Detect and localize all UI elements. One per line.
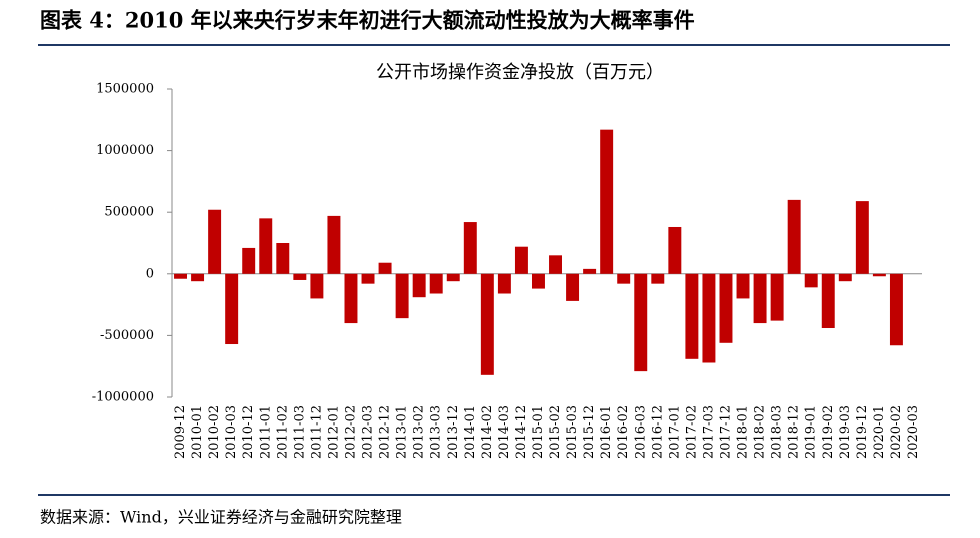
x-tick-label: 2009-12 xyxy=(173,405,188,459)
bar xyxy=(583,268,597,274)
x-tick-label: 2018-03 xyxy=(770,405,785,459)
x-tick-label: 2011-02 xyxy=(275,405,290,459)
bar xyxy=(293,273,307,280)
y-tick-label: -500000 xyxy=(100,328,154,343)
bar xyxy=(753,273,767,324)
x-tick-label: 2012-02 xyxy=(343,405,358,459)
bar xyxy=(889,273,903,346)
x-tick-label: 2010-02 xyxy=(207,405,222,459)
x-tick-label: 2014-12 xyxy=(514,405,529,459)
x-tick-label: 2010-03 xyxy=(224,405,239,459)
source-note: 数据来源：Wind，兴业证券经济与金融研究院整理 xyxy=(40,508,402,527)
bar xyxy=(770,273,784,321)
y-tick-label: 500000 xyxy=(104,205,154,220)
x-tick-label: 2017-02 xyxy=(684,405,699,459)
x-tick-label: 2013-01 xyxy=(395,405,410,459)
x-tick-label: 2011-01 xyxy=(258,405,273,459)
x-tick-label: 2015-02 xyxy=(548,405,563,459)
x-tick-label: 2012-12 xyxy=(378,405,393,459)
bar xyxy=(855,201,869,274)
bar xyxy=(600,129,614,274)
bar xyxy=(702,273,716,363)
bar xyxy=(395,273,409,319)
bar xyxy=(634,273,648,372)
x-tick-label: 2016-02 xyxy=(616,405,631,459)
x-tick-label: 2014-02 xyxy=(480,405,495,459)
bar xyxy=(532,273,545,289)
x-tick-label: 2015-03 xyxy=(565,405,580,459)
x-tick-label: 2020-03 xyxy=(906,405,921,459)
bar xyxy=(719,273,733,343)
bar xyxy=(361,273,375,284)
bar xyxy=(463,222,477,274)
x-tick-label: 2019-01 xyxy=(804,405,819,459)
x-tick-label: 2020-01 xyxy=(872,405,887,459)
x-tick-label: 2018-12 xyxy=(787,405,802,459)
chart-title: 公开市场操作资金净投放（百万元） xyxy=(376,62,664,83)
bar xyxy=(225,273,239,345)
bar xyxy=(736,273,750,299)
y-tick-label: 1000000 xyxy=(96,143,154,158)
x-tick-label: 2010-01 xyxy=(190,405,205,459)
x-tick-label: 2019-02 xyxy=(821,405,836,459)
bar xyxy=(327,215,341,274)
x-tick-label: 2013-02 xyxy=(412,405,427,459)
x-tick-label: 2011-12 xyxy=(309,405,324,459)
x-tick-label: 2017-03 xyxy=(701,405,716,459)
bar xyxy=(685,273,699,359)
x-tick-label: 2014-01 xyxy=(463,405,478,459)
x-tick-label: 2014-03 xyxy=(497,405,512,459)
x-tick-label: 2019-03 xyxy=(838,405,853,459)
bar xyxy=(310,273,324,299)
x-tick-label: 2017-12 xyxy=(718,405,733,459)
x-tick-label: 2018-01 xyxy=(736,405,751,459)
x-tick-label: 2015-01 xyxy=(531,405,546,459)
bar xyxy=(514,246,528,274)
bar xyxy=(446,273,460,282)
bar xyxy=(208,209,222,274)
bar xyxy=(872,273,886,277)
x-tick-label: 2010-12 xyxy=(241,405,256,459)
y-tick-label: -1000000 xyxy=(92,390,154,405)
x-tick-label: 2016-12 xyxy=(650,405,665,459)
bar xyxy=(787,199,801,274)
bar xyxy=(191,273,205,282)
x-tick-label: 2011-03 xyxy=(292,405,307,459)
bar xyxy=(668,226,682,274)
bar xyxy=(344,273,358,324)
x-tick-label: 2013-03 xyxy=(429,405,444,459)
bar xyxy=(566,273,580,301)
bar xyxy=(174,273,187,279)
x-tick-label: 2016-03 xyxy=(633,405,648,459)
bar xyxy=(804,273,818,288)
bar xyxy=(276,243,290,274)
bar xyxy=(480,273,494,375)
bar xyxy=(259,218,273,274)
bar xyxy=(429,273,443,294)
bar xyxy=(838,273,852,282)
bar xyxy=(242,247,256,274)
x-tick-label: 2015-12 xyxy=(582,405,597,459)
y-tick-label: 0 xyxy=(146,266,154,281)
bar xyxy=(412,273,426,298)
bar xyxy=(497,273,511,294)
bar xyxy=(821,273,835,329)
bar xyxy=(651,273,665,284)
figure-title: 图表 4：2010 年以来央行岁末年初进行大额流动性投放为大概率事件 xyxy=(40,8,695,33)
x-tick-label: 2016-01 xyxy=(599,405,614,459)
x-tick-label: 2012-03 xyxy=(361,405,376,459)
x-tick-label: 2018-02 xyxy=(753,405,768,459)
x-tick-label: 2020-02 xyxy=(889,405,904,459)
x-tick-label: 2012-01 xyxy=(326,405,341,459)
x-tick-label: 2017-01 xyxy=(667,405,682,459)
bar xyxy=(378,262,392,274)
bar xyxy=(617,273,631,284)
x-tick-label: 2019-12 xyxy=(855,405,870,459)
y-tick-label: 1500000 xyxy=(96,82,154,97)
x-tick-label: 2013-12 xyxy=(446,405,461,459)
bar xyxy=(549,255,562,274)
